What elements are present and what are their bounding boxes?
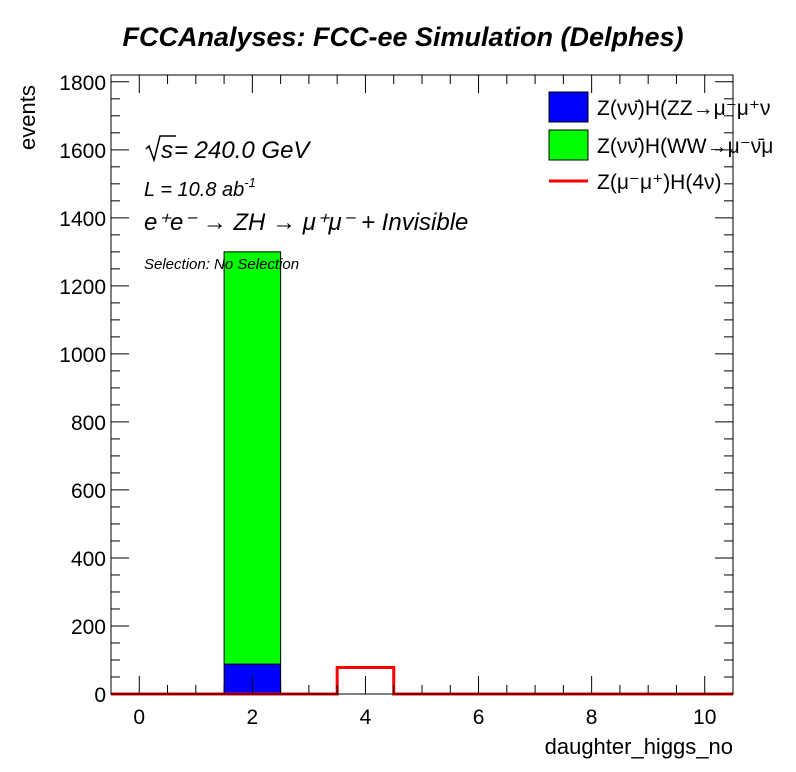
- legend-swatch: [548, 129, 589, 161]
- legend-label: Z(νν̄)H(ZZ→μ⁻μ⁺ν: [597, 97, 771, 120]
- y-tick-label: 1400: [59, 208, 106, 231]
- y-tick-label: 1200: [59, 276, 106, 299]
- x-axis: 0 2 4 6 8 10: [110, 75, 734, 729]
- y-tick-label: 200: [71, 616, 106, 639]
- legend: Z(νν̄)H(ZZ→μ⁻μ⁺ν Z(νν̄)H(WW→μ⁻ν̄μ Z(μ⁻μ⁺)H…: [548, 91, 773, 194]
- legend-label: Z(νν̄)H(WW→μ⁻ν̄μ: [597, 135, 773, 158]
- bar-series1-bin2: [223, 251, 282, 665]
- luminosity-main: L = 10.8 ab: [144, 179, 244, 201]
- x-tick-label: 2: [247, 706, 259, 729]
- y-tick-label: 1600: [59, 140, 106, 163]
- y-tick-label: 0: [94, 684, 106, 707]
- luminosity-text: L = 10.8 ab-1: [144, 175, 256, 201]
- y-tick-label: 800: [71, 412, 106, 435]
- energy-annotation: s = 240.0 GeV: [145, 135, 311, 164]
- x-tick-label: 10: [693, 706, 716, 729]
- x-tick-label: 8: [586, 706, 598, 729]
- legend-label: Z(μ⁻μ⁺)H(4ν): [597, 171, 722, 194]
- legend-swatch: [548, 91, 589, 123]
- y-tick-label: 600: [71, 480, 106, 503]
- y-tick-label: 1000: [59, 344, 106, 367]
- process-text: e⁺e⁻ → ZH → μ⁺μ⁻ + Invisible: [144, 209, 468, 236]
- luminosity-exponent: -1: [244, 175, 256, 190]
- y-tick-label: 400: [71, 548, 106, 571]
- y-tick-label: 1800: [59, 72, 106, 95]
- sqrt-s-text: s: [161, 137, 173, 164]
- x-tick-label: 4: [360, 706, 372, 729]
- x-tick-label: 0: [133, 706, 145, 729]
- y-axis-label: events: [15, 85, 40, 150]
- x-axis-label: daughter_higgs_no: [545, 734, 733, 759]
- plot-frame: [110, 74, 734, 695]
- chart-title: FCCAnalyses: FCC-ee Simulation (Delphes): [122, 22, 683, 52]
- y-axis: 0 200 400 600 800 1000 1200 1400 1600 1800: [59, 72, 733, 707]
- bars-layer: [223, 251, 282, 695]
- sqrt-symbol-icon: [145, 135, 176, 163]
- selection-text: Selection: No Selection: [144, 256, 299, 273]
- energy-text: = 240.0 GeV: [174, 137, 311, 164]
- x-tick-label: 6: [473, 706, 485, 729]
